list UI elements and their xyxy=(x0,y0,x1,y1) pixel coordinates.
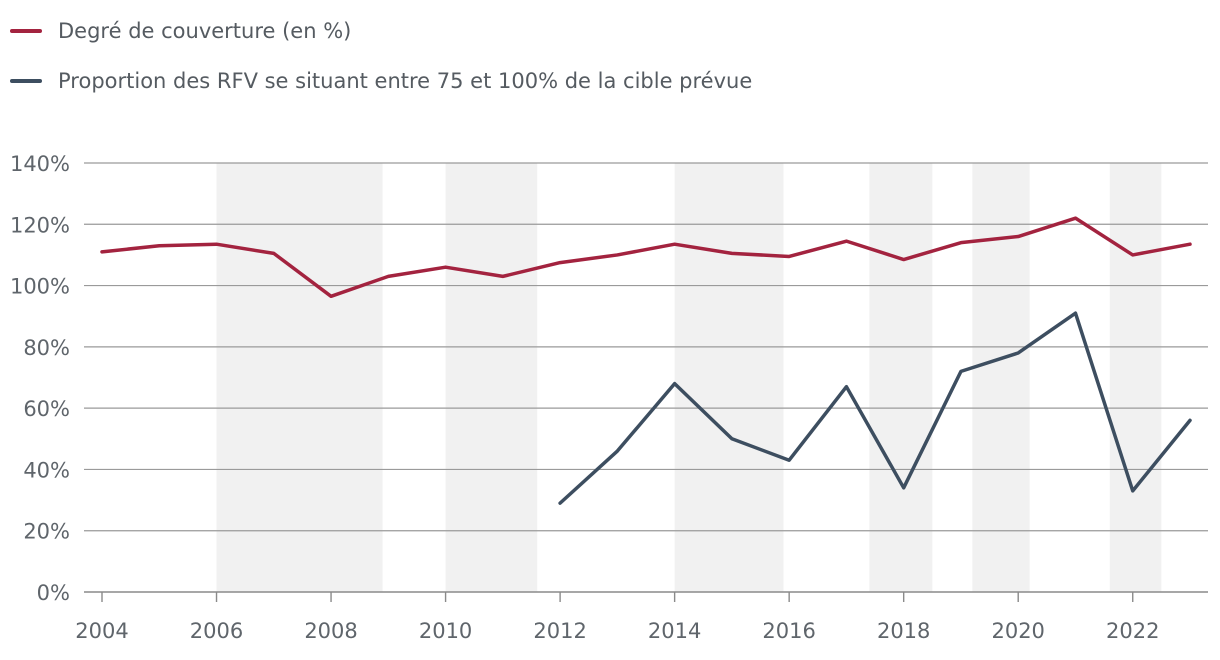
y-tick-label: 120% xyxy=(10,213,70,237)
x-tick-label: 2020 xyxy=(991,619,1044,643)
y-tick-label: 40% xyxy=(23,458,70,482)
legend: Degré de couverture (en %) Proportion de… xyxy=(10,19,752,93)
x-tick-label: 2010 xyxy=(419,619,472,643)
series-line-0 xyxy=(100,216,1192,299)
x-tick-label: 2008 xyxy=(304,619,357,643)
shaded-period xyxy=(445,163,538,592)
x-tick-label: 2006 xyxy=(190,619,243,643)
legend-label: Degré de couverture (en %) xyxy=(58,19,351,43)
y-tick-label: 60% xyxy=(23,397,70,421)
shaded-period xyxy=(674,163,784,592)
gridlines xyxy=(84,162,1208,593)
x-tick-label: 2004 xyxy=(75,619,128,643)
y-tick-label: 140% xyxy=(10,152,70,176)
x-tick-label: 2018 xyxy=(877,619,930,643)
legend-label: Proportion des RFV se situant entre 75 e… xyxy=(58,69,752,93)
y-tick-label: 100% xyxy=(10,275,70,299)
x-axis: 2004 2006 2008 2010 2012 2014 2016 2018 2020 2022 xyxy=(75,592,1159,643)
shaded-period xyxy=(216,163,383,592)
x-tick-label: 2016 xyxy=(762,619,815,643)
y-axis: 0% 20% 40% 60% 80% 100% 120% 140% xyxy=(10,152,70,605)
x-tick-label: 2012 xyxy=(533,619,586,643)
series-lines xyxy=(100,216,1192,505)
x-tick-label: 2022 xyxy=(1106,619,1159,643)
y-tick-label: 80% xyxy=(23,336,70,360)
shaded-period xyxy=(972,163,1030,592)
shaded-period xyxy=(869,163,933,592)
y-tick-label: 20% xyxy=(23,520,70,544)
x-tick-label: 2014 xyxy=(648,619,701,643)
shaded-periods xyxy=(216,163,1162,592)
y-tick-label: 0% xyxy=(37,581,70,605)
series-line-1 xyxy=(558,311,1192,505)
legend-item: Proportion des RFV se situant entre 75 e… xyxy=(10,69,752,93)
legend-item: Degré de couverture (en %) xyxy=(10,19,351,43)
shaded-period xyxy=(1109,163,1162,592)
